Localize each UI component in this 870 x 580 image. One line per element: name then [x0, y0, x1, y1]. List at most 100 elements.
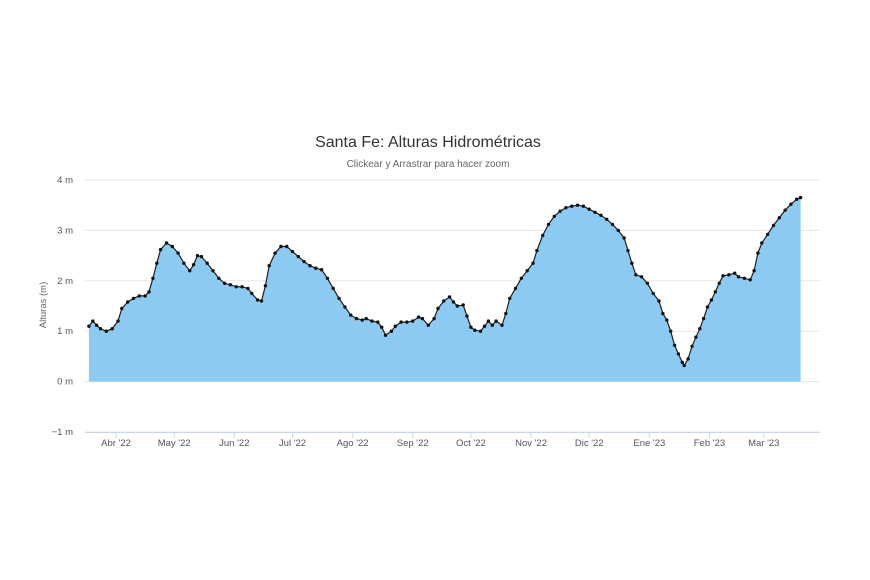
data-point[interactable] — [465, 314, 469, 318]
data-point[interactable] — [416, 315, 421, 319]
data-point[interactable] — [164, 241, 169, 245]
data-point[interactable] — [195, 253, 200, 258]
data-point[interactable] — [267, 264, 271, 268]
data-point[interactable] — [217, 276, 221, 280]
data-point[interactable] — [94, 323, 99, 327]
data-point[interactable] — [296, 254, 300, 259]
data-point[interactable] — [709, 298, 714, 302]
data-point[interactable] — [191, 263, 196, 267]
data-point[interactable] — [581, 204, 586, 208]
data-point[interactable] — [546, 222, 551, 227]
data-point[interactable] — [331, 286, 335, 291]
data-point[interactable] — [575, 203, 580, 207]
data-point[interactable] — [205, 261, 209, 265]
data-point[interactable] — [426, 323, 430, 327]
data-point[interactable] — [158, 247, 163, 252]
data-point[interactable] — [170, 244, 174, 249]
data-point[interactable] — [308, 264, 312, 268]
data-point[interactable] — [587, 207, 591, 211]
data-point[interactable] — [246, 286, 250, 291]
data-point[interactable] — [405, 320, 409, 324]
data-point[interactable] — [733, 271, 737, 275]
data-point[interactable] — [721, 274, 725, 278]
data-point[interactable] — [513, 286, 518, 291]
data-point[interactable] — [234, 285, 238, 289]
data-point[interactable] — [325, 276, 330, 280]
data-point[interactable] — [147, 290, 151, 294]
data-point[interactable] — [250, 291, 254, 296]
data-point[interactable] — [531, 261, 535, 265]
data-point[interactable] — [461, 303, 465, 307]
data-point[interactable] — [593, 210, 597, 214]
data-point[interactable] — [104, 329, 109, 333]
data-point[interactable] — [504, 311, 508, 316]
data-point[interactable] — [634, 273, 638, 277]
data-point[interactable] — [279, 244, 283, 249]
data-point[interactable] — [263, 284, 268, 288]
data-point[interactable] — [756, 251, 760, 255]
data-point[interactable] — [222, 281, 227, 285]
data-point[interactable] — [182, 261, 186, 265]
data-point[interactable] — [657, 299, 661, 303]
data-point[interactable] — [376, 320, 380, 324]
data-point[interactable] — [285, 244, 289, 249]
data-point[interactable] — [155, 261, 159, 265]
data-point[interactable] — [558, 209, 562, 213]
data-point[interactable] — [151, 276, 155, 280]
data-point[interactable] — [494, 319, 498, 323]
data-point[interactable] — [380, 325, 384, 329]
data-point[interactable] — [393, 324, 397, 328]
data-point[interactable] — [199, 254, 204, 259]
data-point[interactable] — [290, 249, 295, 254]
data-point[interactable] — [742, 276, 747, 280]
data-point[interactable] — [626, 248, 630, 253]
data-point[interactable] — [690, 344, 694, 348]
data-point[interactable] — [240, 285, 244, 289]
data-point[interactable] — [482, 324, 487, 328]
data-point[interactable] — [500, 323, 504, 327]
data-point[interactable] — [686, 357, 690, 361]
data-point[interactable] — [798, 195, 803, 200]
data-point[interactable] — [669, 329, 673, 333]
data-point[interactable] — [383, 333, 388, 337]
data-point[interactable] — [319, 268, 324, 272]
data-point[interactable] — [713, 290, 717, 294]
data-point[interactable] — [131, 296, 136, 301]
data-point[interactable] — [698, 327, 702, 331]
data-point[interactable] — [255, 298, 260, 302]
data-point[interactable] — [682, 363, 686, 368]
data-point[interactable] — [137, 294, 141, 298]
data-point[interactable] — [455, 304, 459, 308]
data-point[interactable] — [765, 232, 770, 237]
data-point[interactable] — [541, 233, 545, 238]
data-point[interactable] — [436, 306, 440, 311]
data-point[interactable] — [525, 269, 529, 273]
data-point[interactable] — [447, 295, 452, 299]
data-point[interactable] — [302, 259, 306, 264]
data-point[interactable] — [432, 316, 436, 321]
data-point[interactable] — [599, 213, 603, 217]
data-point[interactable] — [795, 197, 799, 201]
data-point[interactable] — [273, 251, 277, 255]
data-point[interactable] — [469, 325, 473, 329]
data-point[interactable] — [701, 316, 706, 321]
data-point[interactable] — [116, 319, 120, 323]
data-point[interactable] — [420, 316, 425, 321]
data-point[interactable] — [672, 343, 677, 347]
data-point[interactable] — [760, 241, 764, 245]
data-point[interactable] — [411, 319, 415, 323]
data-point[interactable] — [552, 214, 556, 218]
data-point[interactable] — [605, 217, 609, 221]
data-point[interactable] — [639, 275, 644, 279]
data-point[interactable] — [343, 305, 347, 309]
data-point[interactable] — [354, 316, 359, 321]
data-point[interactable] — [622, 236, 626, 240]
data-point[interactable] — [705, 305, 710, 309]
data-point[interactable] — [360, 318, 364, 322]
data-point[interactable] — [665, 318, 669, 322]
data-point[interactable] — [508, 296, 512, 301]
data-point[interactable] — [442, 299, 446, 303]
data-point[interactable] — [570, 204, 574, 208]
data-point[interactable] — [616, 228, 620, 233]
